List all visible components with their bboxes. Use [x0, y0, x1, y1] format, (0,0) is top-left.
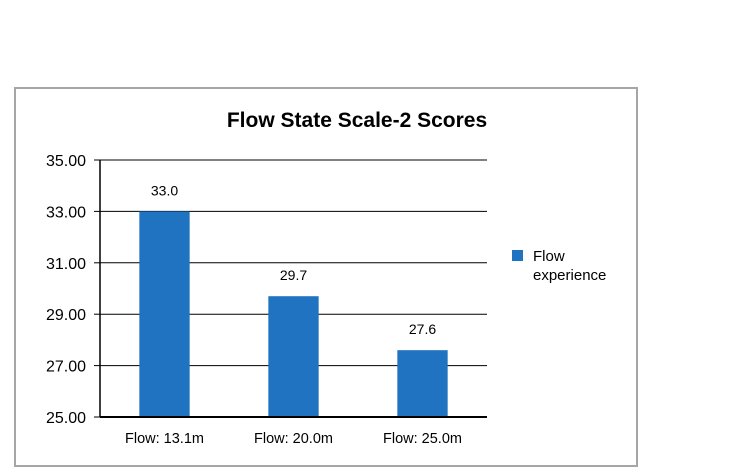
bar: [268, 296, 319, 417]
x-tick-label: Flow: 25.0m: [383, 431, 462, 447]
y-tick-label: 31.00: [46, 256, 86, 273]
x-tick-label: Flow: 20.0m: [254, 431, 333, 447]
x-tick-label: Flow: 13.1m: [125, 431, 204, 447]
chart-frame: [14, 87, 638, 467]
y-tick-label: 33.00: [46, 204, 86, 221]
data-label: 33.0: [151, 182, 178, 198]
legend-label: Flow: [533, 248, 565, 265]
y-tick-label: 35.00: [46, 153, 86, 170]
y-tick-label: 29.00: [46, 307, 86, 324]
chart-title: Flow State Scale-2 Scores: [227, 109, 487, 132]
data-label: 29.7: [280, 267, 307, 283]
data-label: 27.6: [409, 321, 436, 337]
bar: [139, 211, 190, 417]
y-tick-label: 25.00: [46, 410, 86, 427]
bar: [397, 350, 448, 417]
legend-label: experience: [533, 267, 606, 284]
legend-swatch: [512, 250, 523, 261]
y-tick-label: 27.00: [46, 359, 86, 376]
